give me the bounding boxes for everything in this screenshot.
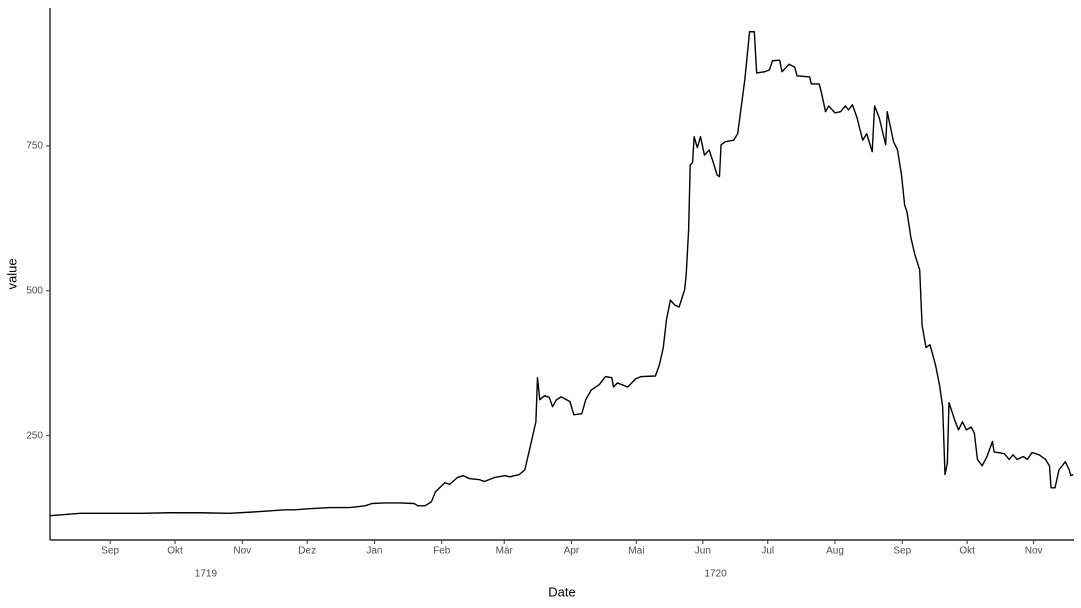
y-tick-label: 250: [26, 430, 43, 441]
x-tick-label: Sep: [101, 546, 119, 557]
x-tick-label: Jan: [366, 546, 382, 557]
y-axis-title: value: [4, 258, 19, 289]
x-tick-label: Jun: [695, 546, 711, 557]
x-tick-label: Dez: [298, 546, 316, 557]
x-tick-label: Jul: [761, 546, 774, 557]
x-tick-label: Sep: [893, 546, 911, 557]
x-axis-title: Date: [548, 584, 575, 599]
year-label: 1720: [704, 569, 727, 580]
x-tick-label: Nov: [1025, 546, 1043, 557]
y-tick-label: 500: [26, 285, 43, 296]
x-tick-label: Apr: [564, 546, 580, 557]
year-label: 1719: [195, 569, 218, 580]
y-tick-label: 750: [26, 141, 43, 152]
x-tick-label: Mär: [496, 546, 514, 557]
x-tick-label: Feb: [433, 546, 451, 557]
x-tick-label: Okt: [959, 546, 975, 557]
x-tick-label: Mai: [628, 546, 644, 557]
x-tick-label: Okt: [167, 546, 183, 557]
line: [49, 31, 1074, 517]
x-tick-label: Nov: [233, 546, 251, 557]
x-tick-label: Aug: [826, 546, 844, 557]
